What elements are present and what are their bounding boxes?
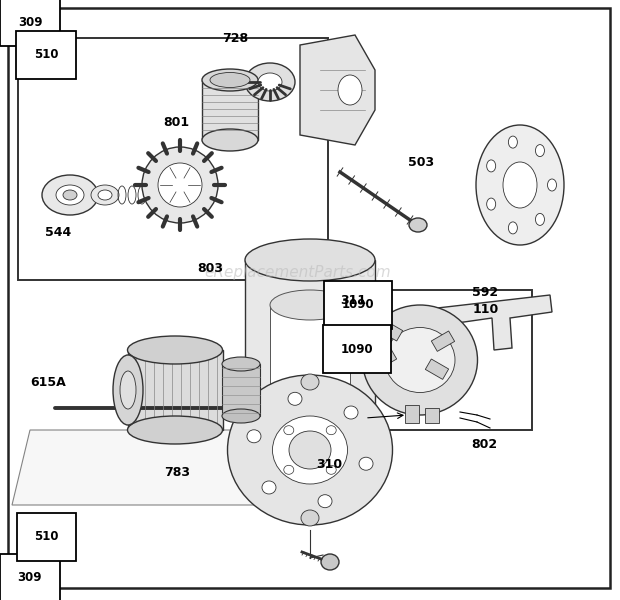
Text: 503: 503 [408, 155, 434, 169]
Ellipse shape [318, 494, 332, 508]
Ellipse shape [258, 73, 282, 91]
Ellipse shape [222, 357, 260, 371]
Text: 802: 802 [471, 437, 497, 451]
Circle shape [142, 147, 218, 223]
Text: 110: 110 [472, 303, 498, 316]
Ellipse shape [326, 426, 336, 435]
Text: 783: 783 [164, 466, 190, 479]
Ellipse shape [476, 125, 564, 245]
Bar [373, 349, 397, 369]
Ellipse shape [321, 554, 339, 570]
Bar [405, 405, 419, 423]
Ellipse shape [409, 218, 427, 232]
Bar [128, 350, 223, 430]
Bar [202, 80, 258, 140]
Ellipse shape [284, 465, 294, 474]
Bar [18, 38, 328, 280]
Ellipse shape [128, 416, 223, 444]
Ellipse shape [503, 162, 537, 208]
Text: 544: 544 [45, 226, 71, 239]
Ellipse shape [245, 409, 375, 451]
Text: 309: 309 [18, 16, 42, 28]
Bar [222, 364, 260, 416]
Ellipse shape [245, 63, 295, 101]
Ellipse shape [262, 481, 276, 494]
Ellipse shape [273, 416, 347, 484]
Polygon shape [12, 430, 340, 505]
Bar [332, 290, 532, 430]
Text: 615A: 615A [30, 376, 66, 389]
Ellipse shape [487, 198, 495, 210]
Ellipse shape [363, 305, 477, 415]
Ellipse shape [91, 185, 119, 205]
Ellipse shape [113, 355, 143, 425]
Bar [379, 320, 402, 341]
Ellipse shape [547, 179, 557, 191]
Text: 803: 803 [197, 262, 223, 275]
Ellipse shape [245, 239, 375, 281]
Ellipse shape [536, 214, 544, 226]
Ellipse shape [508, 136, 517, 148]
Ellipse shape [202, 129, 258, 151]
Ellipse shape [487, 160, 495, 172]
Bar [425, 359, 449, 379]
Ellipse shape [247, 430, 261, 443]
Ellipse shape [344, 406, 358, 419]
Ellipse shape [284, 426, 294, 435]
Ellipse shape [270, 290, 350, 320]
Text: 1090: 1090 [341, 343, 373, 356]
Ellipse shape [359, 457, 373, 470]
Text: 311: 311 [340, 293, 366, 307]
Ellipse shape [63, 190, 77, 200]
Ellipse shape [338, 75, 362, 105]
Circle shape [158, 163, 202, 207]
Ellipse shape [326, 465, 336, 474]
Polygon shape [300, 35, 375, 145]
Text: eReplacementParts.com: eReplacementParts.com [204, 265, 391, 280]
Ellipse shape [222, 409, 260, 423]
Ellipse shape [56, 185, 84, 205]
Ellipse shape [120, 371, 136, 409]
Bar [432, 331, 454, 352]
Ellipse shape [289, 431, 331, 469]
Ellipse shape [228, 375, 392, 525]
Bar [245, 260, 375, 430]
Ellipse shape [98, 190, 112, 200]
Ellipse shape [288, 392, 302, 406]
Text: 592: 592 [472, 286, 498, 299]
Text: 510: 510 [33, 49, 58, 61]
Ellipse shape [301, 510, 319, 526]
Text: 801: 801 [163, 116, 189, 130]
Ellipse shape [210, 73, 250, 88]
Text: 510: 510 [34, 530, 59, 544]
Ellipse shape [42, 175, 98, 215]
Ellipse shape [128, 336, 223, 364]
Text: 728: 728 [222, 32, 248, 46]
Text: 309: 309 [17, 571, 42, 584]
Ellipse shape [536, 145, 544, 157]
Polygon shape [420, 295, 552, 350]
Bar [270, 305, 350, 385]
Text: 310: 310 [316, 458, 342, 472]
Text: 1090: 1090 [342, 298, 374, 311]
Bar [425, 408, 439, 423]
Ellipse shape [202, 69, 258, 91]
Ellipse shape [385, 328, 455, 392]
Ellipse shape [508, 222, 517, 234]
Ellipse shape [301, 374, 319, 390]
